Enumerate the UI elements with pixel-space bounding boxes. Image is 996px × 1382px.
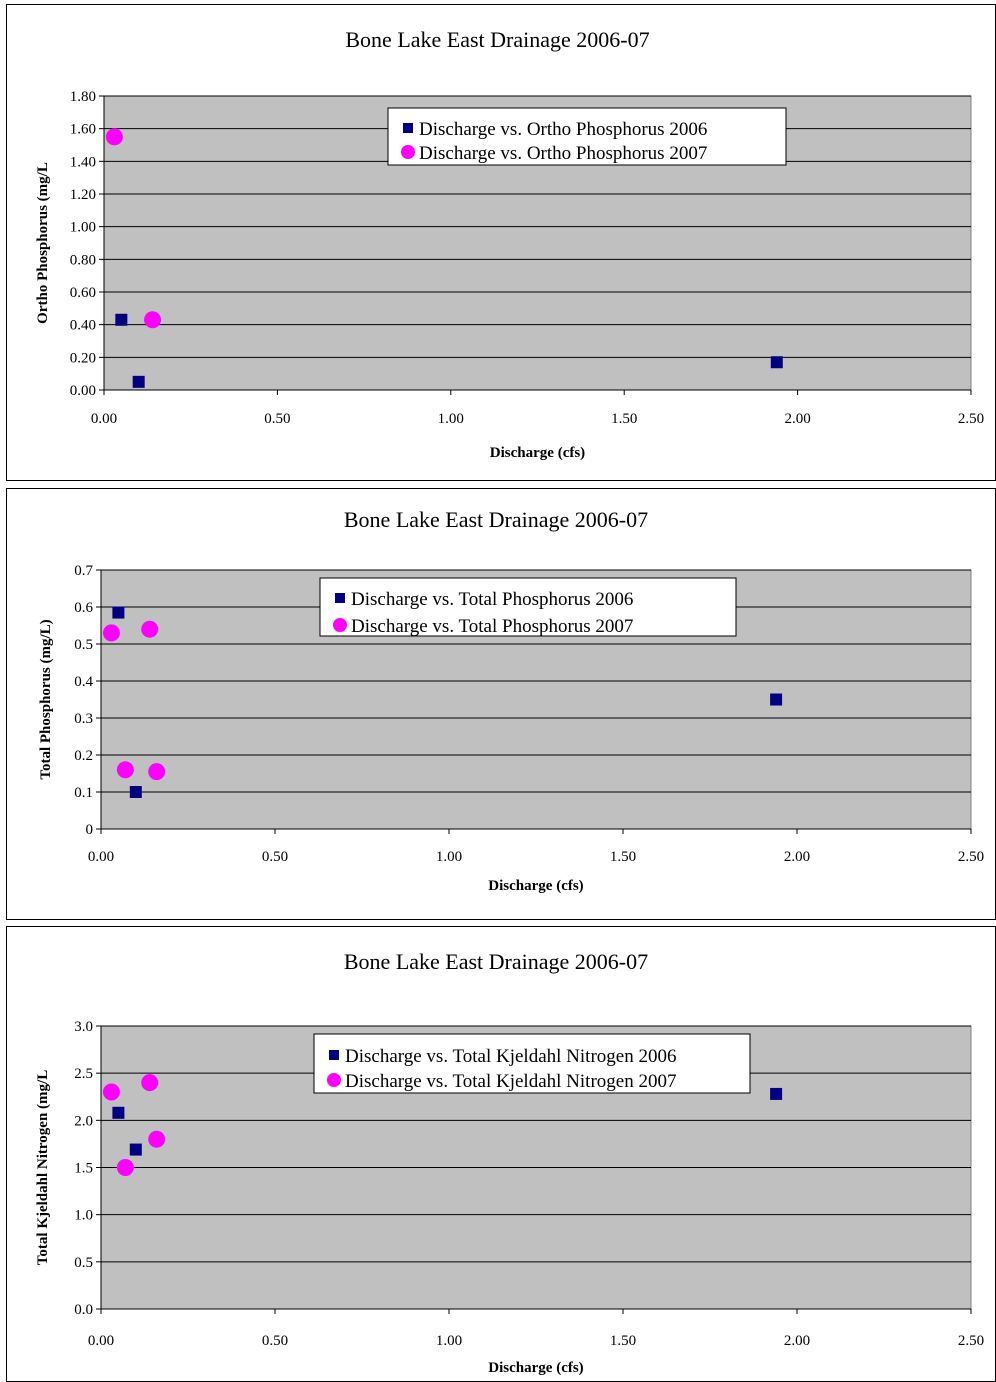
y-tick-label: 0.80	[70, 252, 96, 268]
x-tick-label: 1.00	[436, 849, 462, 865]
y-tick-label: 0.5	[74, 1255, 93, 1271]
y-tick-label: 0.20	[70, 350, 96, 366]
data-point-0-1	[129, 1143, 142, 1156]
data-point-0-2	[770, 356, 783, 369]
legend-marker-circle	[401, 145, 415, 159]
y-tick-label: 0.0	[74, 1302, 93, 1318]
x-tick-label: 0.50	[262, 849, 288, 865]
y-tick-label: 0.00	[70, 383, 96, 399]
y-tick-label: 1.5	[74, 1161, 93, 1177]
chart-svg: Bone Lake East Drainage 2006-07 0 0.1 0.2 0.…	[38, 507, 984, 894]
y-tick-label: 1.00	[70, 220, 96, 236]
y-tick-label: 0.2	[74, 748, 93, 764]
legend-marker-square	[335, 593, 345, 603]
data-point-1-3	[148, 1130, 166, 1148]
y-tick-label: 1.60	[70, 122, 96, 138]
legend-marker-circle	[327, 1073, 341, 1087]
y-tick-label: 2.5	[74, 1066, 93, 1082]
chart-title: Bone Lake East Drainage 2006-07	[344, 949, 648, 974]
data-point-0-1	[132, 375, 145, 388]
x-tick-label: 0.00	[88, 849, 114, 865]
chart-ortho-phosphorus: Bone Lake East Drainage 2006-07 0.00 0.20 0…	[6, 4, 996, 481]
legend-entry: Discharge vs. Total Kjeldahl Nitrogen 20…	[345, 1071, 676, 1092]
chart-total-phosphorus: Bone Lake East Drainage 2006-07 0 0.1 0.2 0.…	[6, 488, 996, 920]
x-axis-label: Discharge (cfs)	[490, 445, 585, 461]
y-tick-label: 0.3	[74, 711, 93, 727]
legend-entry: Discharge vs. Total Phosphorus 2006	[351, 589, 633, 610]
data-point-0-1	[129, 786, 142, 798]
y-axis-label: Ortho Phosphorus (mg/L	[35, 162, 51, 324]
x-tick-label: 1.50	[610, 849, 636, 865]
x-tick-label: 2.00	[784, 1333, 810, 1349]
y-tick-label: 1.20	[70, 187, 96, 203]
y-tick-label: 0.4	[74, 674, 93, 690]
x-tick-label: 0.00	[91, 411, 117, 427]
x-axis-label: Discharge (cfs)	[488, 1360, 583, 1376]
x-tick-label: 1.50	[610, 1333, 636, 1349]
chart-svg: Bone Lake East Drainage 2006-07 0.00 0.20 0…	[35, 27, 984, 461]
y-tick-label: 0.1	[74, 785, 93, 801]
data-point-1-0	[102, 1083, 120, 1101]
x-tick-label: 0.50	[262, 1333, 288, 1349]
data-point-0-2	[770, 1087, 783, 1100]
legend-box	[387, 107, 787, 166]
legend-box	[313, 1033, 751, 1094]
data-point-1-1	[144, 311, 162, 329]
y-tick-label: 0.6	[74, 600, 93, 616]
x-tick-label: 2.50	[958, 1333, 984, 1349]
data-point-1-1	[141, 1074, 159, 1092]
data-point-1-1	[141, 620, 159, 638]
y-tick-label: 0.40	[70, 318, 96, 334]
legend-entry: Discharge vs. Total Kjeldahl Nitrogen 20…	[345, 1046, 676, 1067]
chart-total-kjeldahl-nitrogen: Bone Lake East Drainage 2006-07 0.0 0.5 1.0…	[6, 926, 996, 1382]
x-tick-label: 1.00	[438, 411, 464, 427]
y-axis-label: Total Phosphorus (mg/L)	[38, 619, 54, 779]
y-tick-label: 1.80	[70, 89, 96, 105]
y-tick-label: 0	[86, 822, 94, 838]
chart-title: Bone Lake East Drainage 2006-07	[344, 507, 648, 532]
x-tick-label: 1.50	[611, 411, 637, 427]
y-tick-label: 3.0	[74, 1019, 93, 1035]
chart-title: Bone Lake East Drainage 2006-07	[345, 27, 649, 52]
x-tick-label: 0.50	[264, 411, 290, 427]
data-point-1-2	[116, 761, 134, 779]
y-tick-label: 0.60	[70, 285, 96, 301]
chart-svg: Bone Lake East Drainage 2006-07 0.0 0.5 1.0…	[35, 949, 984, 1376]
x-tick-label: 1.00	[436, 1333, 462, 1349]
y-tick-label: 0.5	[74, 637, 93, 653]
legend-marker-circle	[333, 618, 347, 632]
legend-entry: Discharge vs. Ortho Phosphorus 2006	[419, 119, 707, 140]
x-tick-label: 2.50	[958, 411, 984, 427]
data-point-0-0	[112, 1106, 125, 1119]
legend-marker-square	[329, 1050, 339, 1060]
y-axis-label: Total Kjeldahl Nitrogen (mg/L	[35, 1070, 51, 1265]
data-point-0-0	[115, 313, 128, 326]
y-tick-label: 1.0	[74, 1208, 93, 1224]
legend-box	[319, 577, 737, 637]
x-tick-label: 2.00	[784, 411, 810, 427]
legend-marker-square	[403, 123, 413, 133]
data-point-1-2	[116, 1159, 134, 1176]
x-axis-label: Discharge (cfs)	[488, 878, 583, 894]
data-point-1-0	[105, 128, 123, 146]
data-point-0-2	[770, 693, 783, 706]
data-point-1-0	[102, 624, 120, 642]
legend-entry: Discharge vs. Ortho Phosphorus 2007	[419, 143, 707, 164]
y-tick-label: 0.7	[74, 563, 93, 579]
x-tick-label: 2.00	[784, 849, 810, 865]
data-point-1-3	[148, 763, 166, 781]
x-tick-label: 2.50	[958, 849, 984, 865]
data-point-0-0	[112, 606, 125, 619]
legend-entry: Discharge vs. Total Phosphorus 2007	[351, 616, 633, 637]
y-tick-label: 1.40	[70, 154, 96, 170]
x-tick-label: 0.00	[88, 1333, 114, 1349]
y-tick-label: 2.0	[74, 1113, 93, 1129]
